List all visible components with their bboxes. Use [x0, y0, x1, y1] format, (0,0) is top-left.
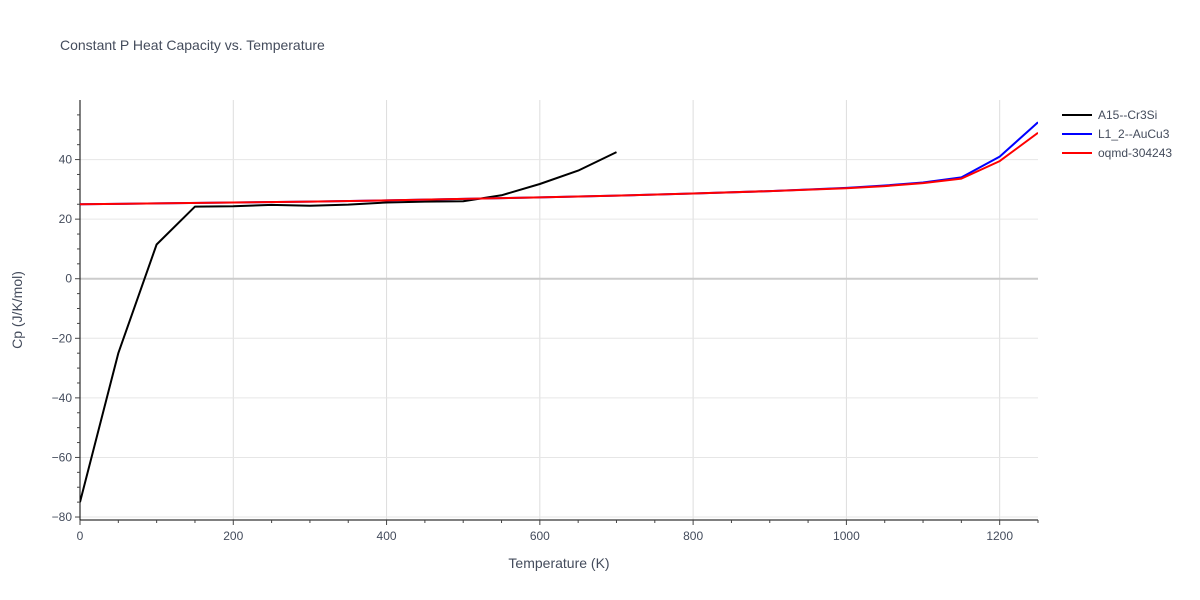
x-tick-label: 1200 [986, 529, 1013, 543]
axes [75, 100, 1039, 525]
legend-label: oqmd-304243 [1098, 146, 1172, 160]
y-tick-label: −20 [52, 331, 73, 345]
x-tick-label: 200 [223, 529, 243, 543]
x-axis-title: Temperature (K) [508, 555, 609, 571]
x-tick-label: 0 [77, 529, 84, 543]
y-tick-label: −40 [52, 391, 73, 405]
x-tick-labels: 0 200 400 600 800 1000 1200 [77, 529, 1014, 543]
x-tick-label: 800 [683, 529, 703, 543]
legend-item[interactable]: A15--Cr3Si [1062, 108, 1157, 122]
legend-item[interactable]: L1_2--AuCu3 [1062, 127, 1170, 141]
legend-label: A15--Cr3Si [1098, 108, 1157, 122]
y-tick-label: −80 [52, 510, 73, 524]
x-tick-label: 1000 [833, 529, 860, 543]
series-lines [80, 121, 1038, 503]
y-axis-title: Cp (J/K/mol) [9, 271, 25, 349]
legend-item[interactable]: oqmd-304243 [1062, 146, 1172, 160]
chart-title: Constant P Heat Capacity vs. Temperature [60, 37, 325, 53]
series-line-2 [80, 131, 1038, 206]
y-tick-label: −60 [52, 450, 73, 464]
legend[interactable]: A15--Cr3Si L1_2--AuCu3 oqmd-304243 [1062, 108, 1172, 160]
x-tick-label: 400 [377, 529, 397, 543]
x-tick-label: 600 [530, 529, 550, 543]
y-tick-label: 0 [65, 272, 72, 286]
y-tick-labels: −80 −60 −40 −20 0 20 40 [52, 153, 73, 524]
legend-label: L1_2--AuCu3 [1098, 127, 1170, 141]
series-line-0 [80, 151, 617, 503]
y-tick-label: 20 [59, 212, 73, 226]
gridlines [80, 100, 1038, 520]
y-tick-label: 40 [59, 153, 73, 167]
